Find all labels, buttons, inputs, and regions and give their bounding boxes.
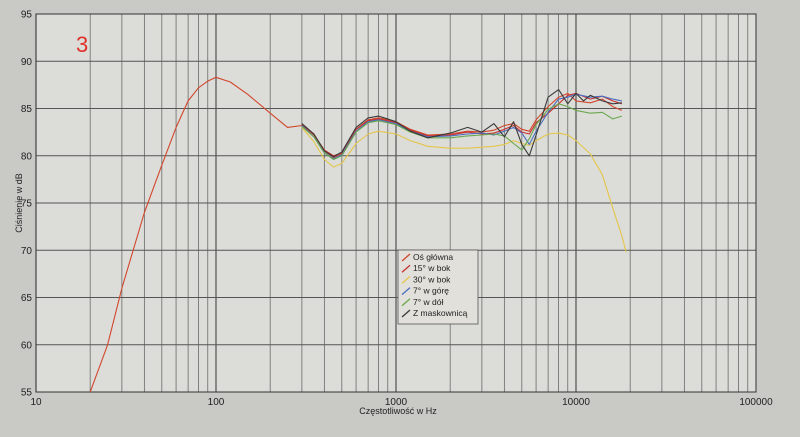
plot-frame: [35, 13, 757, 393]
legend-swatch: [401, 275, 411, 284]
y-tick-label: 75: [21, 199, 33, 210]
legend-swatch: [401, 309, 411, 318]
y-tick-label: 65: [21, 293, 33, 304]
y-tick-label: 95: [21, 10, 33, 21]
y-tick-label: 85: [21, 104, 33, 115]
series-lines: [89, 76, 627, 393]
legend-label: 7° w górę: [413, 286, 449, 296]
x-tick-label: 100: [208, 397, 225, 408]
x-tick-label: 10: [30, 397, 42, 408]
tick-labels: 10 100 1000 10000 100000 55 60 65 70 75 80 85 90 95: [21, 10, 773, 409]
series-line: [89, 76, 623, 393]
y-tick-label: 60: [21, 340, 33, 351]
y-tick-label: 55: [21, 388, 33, 399]
series-line: [301, 103, 623, 161]
legend-box: [397, 249, 479, 325]
y-tick-label: 70: [21, 246, 33, 257]
legend-swatch: [401, 298, 411, 307]
x-tick-label: 100000: [739, 397, 773, 408]
x-tick-label: 10000: [562, 397, 590, 408]
grid: [35, 13, 756, 393]
legend-label: 7° w dół: [413, 297, 443, 307]
x-axis-title: Częstotliwość w Hz: [359, 406, 437, 416]
legend-label: 30° w bok: [413, 274, 451, 284]
y-tick-label: 80: [21, 151, 33, 162]
y-tick-label: 90: [21, 57, 33, 68]
series-line: [301, 127, 627, 253]
y-axis-title: Ciśnienie w dB: [14, 173, 24, 233]
series-line: [301, 89, 622, 158]
legend-swatch: [401, 253, 411, 262]
legend-swatch: [401, 264, 411, 273]
legend-swatch: [401, 287, 411, 296]
x-tick-label: 1000: [385, 397, 408, 408]
legend-label: Z maskownicą: [413, 308, 468, 318]
legend-label: 15° w bok: [413, 263, 451, 273]
chart-badge: 3: [76, 32, 88, 57]
legend-label: Oś główna: [413, 252, 453, 262]
